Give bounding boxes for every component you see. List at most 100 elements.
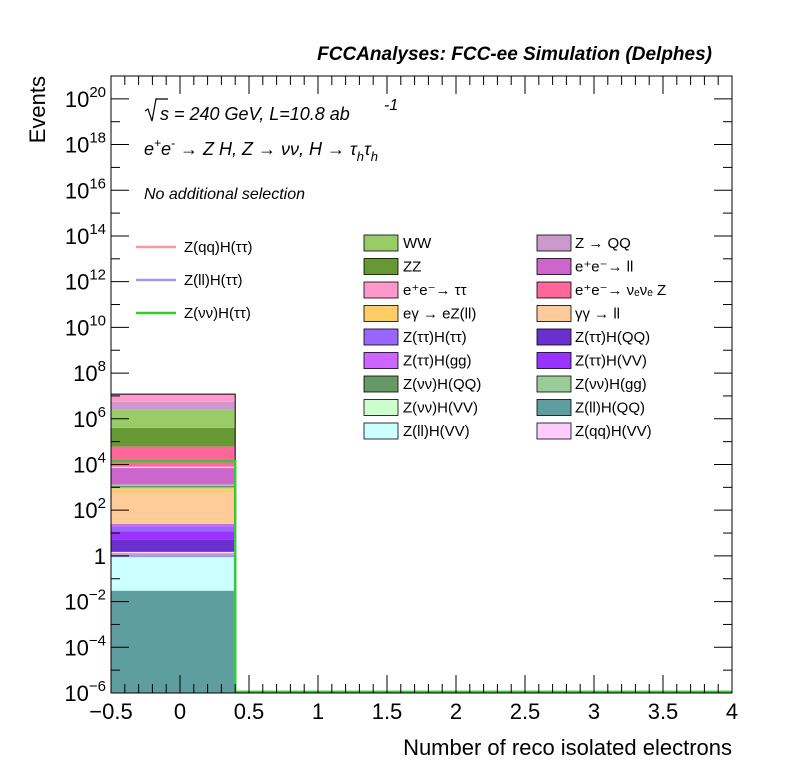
legend-label-a-1: ZZ [403,259,421,276]
energy-annotation: s = 240 GeV, L=10.8 ab -1 [144,97,398,124]
bar-segment-11 [111,468,236,485]
legend-swatch-b-7 [536,399,572,416]
legend-label-a-3: eγ → eZ(ll) [403,306,476,323]
y-tick-label: 10−2 [64,587,106,615]
y-tick-label: 1016 [65,175,106,203]
bar-segment-1 [111,551,236,591]
y-tick-base: 10 [64,590,88,615]
bar-segment-4 [111,526,236,532]
y-tick-exp: 6 [98,404,106,421]
legend-label-b-0: Z → QQ [575,235,631,252]
y-tick-exp: −4 [89,632,106,649]
legend-label-a-8: Z(ll)H(VV) [403,423,470,440]
legend-swatch-b-5 [536,352,572,369]
legend-label-b-8: Z(qq)H(VV) [575,423,652,440]
y-tick-label: 1 [94,544,106,569]
y-tick-label: 1012 [65,267,106,295]
legend-swatch-b-6 [536,375,572,393]
y-tick-exp: 10 [89,312,106,329]
y-tick-base: 10 [65,224,89,249]
bar-segment-13 [111,446,236,467]
bar-segment-6 [111,492,236,524]
legend-swatch-a-4 [363,328,399,346]
process-e1: e [144,139,154,159]
legend-swatch-a-7 [363,399,399,416]
legend-label-b-2: e⁺e⁻→ νₑνₑ Z [575,282,666,299]
bar-segment-12 [111,466,236,469]
legend-label-a-4: Z(ττ)H(ττ) [403,329,467,346]
legend-swatch-a-8 [363,422,399,440]
legend-swatch-b-3 [536,305,572,322]
y-tick-exp: 12 [89,267,106,284]
x-axis-label: Number of reco isolated electrons [403,735,732,760]
legend-label-b-3: γγ → ll [575,306,620,323]
bar-segment-14 [111,427,236,447]
bar-segment-15 [111,409,236,428]
process-e2: e [161,139,171,159]
y-tick-label: 10−4 [64,632,106,660]
y-tick-exp: 2 [98,495,106,512]
legend-swatch-b-8 [536,422,572,440]
process-plus: + [154,136,161,150]
y-tick-base: 10 [73,361,97,386]
legend-label-a-2: e⁺e⁻→ ττ [403,282,467,299]
legend-swatch-b-1 [536,258,572,275]
bar-segment-7 [111,488,236,493]
process-sub1: h [357,149,364,164]
x-tick-label: 4 [726,699,738,724]
legend-label-b-6: Z(νν)H(gg) [575,376,647,393]
y-tick-exp: 14 [89,221,106,238]
energy-label: s = 240 GeV, L=10.8 ab [160,104,350,124]
process-sub2: h [371,149,378,164]
legend-signal-label-1: Z(ll)H(ττ) [184,272,243,289]
x-tick-label: −0.5 [89,699,132,724]
legend-label-b-7: Z(ll)H(QQ) [575,400,645,417]
legend-swatch-b-0 [536,234,572,252]
legend-label-a-0: WW [403,235,432,252]
legend-swatch-b-4 [536,328,572,346]
y-tick-label: 1020 [65,84,106,112]
y-tick-exp: 18 [89,130,106,147]
bar-segment-9 [111,485,236,488]
y-axis-label: Events [25,76,50,143]
bar-segment-16 [111,401,236,410]
process-tau2: τ [364,139,372,159]
bar-segment-8 [111,487,236,489]
y-tick-base: 10 [73,498,97,523]
sqrt-symbol [144,98,168,122]
y-tick-base: 10 [65,178,89,203]
y-tick-label: 102 [73,495,106,523]
axes: −0.5 0 0.5 1 1.5 2 2.5 3 3.5 410−610−410−21102104… [64,75,738,724]
y-tick-label: 1014 [65,221,106,249]
x-tick-label: 2.5 [510,699,541,724]
legend-swatch-a-1 [363,258,399,275]
y-tick-label: 104 [73,449,106,477]
legend-swatch-b-2 [536,281,572,299]
x-tick-label: 2 [450,699,462,724]
y-tick-base: 10 [64,635,88,660]
y-tick-base: 1 [94,544,106,569]
legend-swatch-a-3 [363,305,399,322]
y-tick-base: 10 [65,270,89,295]
x-tick-label: 1.5 [372,699,403,724]
x-tick-label: 0.5 [234,699,265,724]
process-annotation: e+e- → Z H, Z → νν, H → τhτh [144,136,378,164]
y-tick-base: 10 [65,315,89,340]
y-tick-exp: 4 [98,449,106,466]
bar-segment-10 [111,484,236,486]
legend-label-b-5: Z(ττ)H(VV) [575,353,647,370]
y-tick-exp: −2 [89,587,106,604]
legend-swatch-a-6 [363,375,399,393]
bar-segment-3 [111,531,236,540]
x-tick-label: 1 [312,699,324,724]
y-tick-label: 1018 [65,130,106,158]
legend-label-a-7: Z(νν)H(VV) [403,400,478,417]
y-tick-base: 10 [73,407,97,432]
legend-label-a-6: Z(νν)H(QQ) [403,376,481,393]
x-tick-label: 3 [588,699,600,724]
y-tick-exp: 16 [89,175,106,192]
legend-signal-label-0: Z(qq)H(ττ) [184,239,253,256]
process-rest: → Z H, Z → νν, H → τ [175,139,358,159]
y-tick-label: 106 [73,404,106,432]
